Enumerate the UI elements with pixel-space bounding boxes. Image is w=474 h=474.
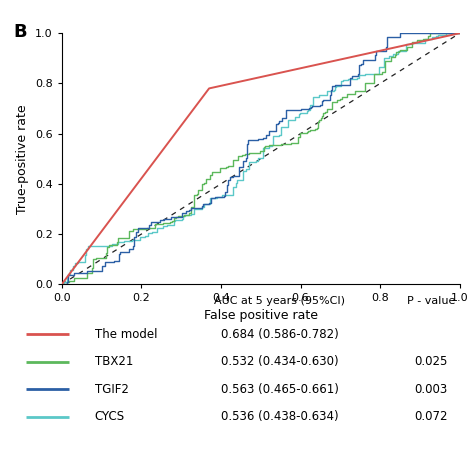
X-axis label: False positive rate: False positive rate [204,309,318,322]
Text: The model: The model [95,328,157,341]
Text: 0.003: 0.003 [415,383,448,396]
Text: AUC at 5 years (95%CI): AUC at 5 years (95%CI) [214,296,345,306]
Text: TGIF2: TGIF2 [95,383,128,396]
Text: CYCS: CYCS [95,410,125,423]
Text: P - value: P - value [407,296,456,306]
Text: 0.684 (0.586-0.782): 0.684 (0.586-0.782) [221,328,338,341]
Text: 0.563 (0.465-0.661): 0.563 (0.465-0.661) [221,383,338,396]
Text: B: B [14,23,27,41]
Text: 0.536 (0.438-0.634): 0.536 (0.438-0.634) [221,410,338,423]
Text: 0.072: 0.072 [415,410,448,423]
Y-axis label: True-positive rate: True-positive rate [16,104,29,214]
Text: TBX21: TBX21 [95,355,133,368]
Text: 0.532 (0.434-0.630): 0.532 (0.434-0.630) [221,355,338,368]
Text: 0.025: 0.025 [415,355,448,368]
